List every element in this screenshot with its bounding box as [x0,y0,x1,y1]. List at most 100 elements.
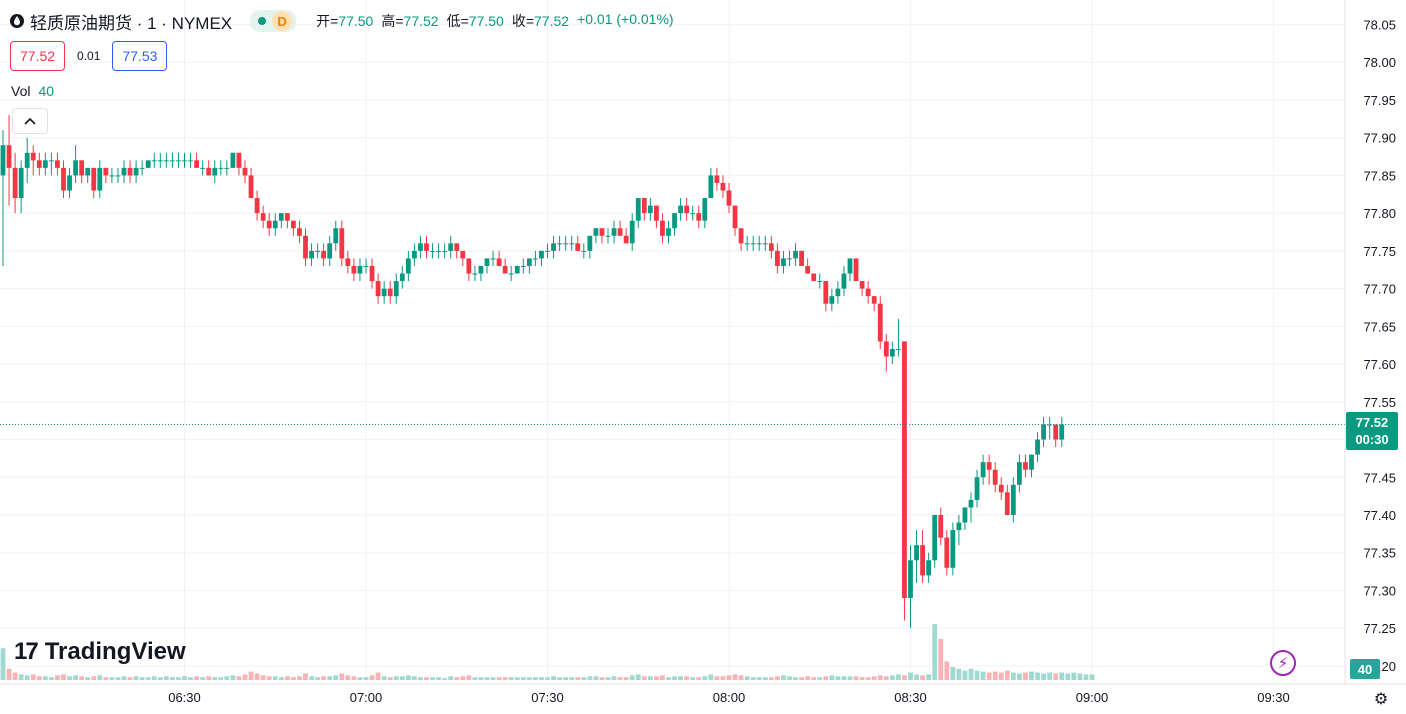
candle [272,213,278,236]
volume-bar [0,648,6,680]
candle [799,250,804,266]
candle [962,507,968,531]
candle [533,250,538,266]
candle [176,152,181,168]
delayed-badge: D [272,11,293,31]
volume-bar [629,675,635,680]
candle [635,198,641,229]
collapse-legend-button[interactable] [12,108,48,134]
buy-price-button[interactable]: 77.53 [112,41,168,71]
volume-bar [375,672,381,680]
candle [333,220,339,251]
volume-bar [430,677,435,680]
candle-body [962,507,968,523]
symbol-title[interactable]: 轻质原油期货 · 1 · NYMEX [30,13,233,33]
sell-price-button[interactable]: 77.52 [10,41,66,71]
candle-body [539,250,544,259]
volume-bar [315,677,320,680]
market-status[interactable]: D [250,10,297,32]
candle [702,198,708,229]
candle [526,258,532,274]
volume-bar [962,670,968,680]
candle [466,258,472,282]
candle-body [224,167,230,169]
volume-bar [49,677,54,680]
candle-body [841,273,847,289]
candle-body [194,160,199,168]
volume-bar [823,676,829,680]
lightning-icon[interactable]: ⚡ [1270,650,1296,676]
candle [902,341,907,621]
volume-bar [79,676,85,680]
gear-icon[interactable]: ⚙ [1373,691,1389,708]
volume-bar [472,677,478,680]
volume-bar [284,676,290,680]
candle [1010,477,1016,523]
candle-body [654,205,659,221]
candle-body [750,243,756,245]
volume-bar [744,676,750,680]
volume-bar [91,676,97,680]
volume-bar [526,677,532,680]
price-tick-label: 77.25 [1363,621,1396,636]
candle [18,160,24,214]
volume-bar [768,677,774,680]
candle-body [430,250,435,252]
candle-body [805,265,811,274]
volume-bar [176,677,181,680]
tradingview-logo[interactable]: 17 TradingView [14,638,186,666]
price-tick-label: 78.00 [1363,55,1396,70]
candle [781,250,786,274]
candle-body [702,198,708,221]
candle-body [514,265,520,274]
price-tick-label: 77.60 [1363,357,1396,372]
price-tick-label: 77.75 [1363,244,1396,259]
volume-bar [775,676,780,680]
candle [750,235,756,251]
candle-body [12,167,18,199]
candle [865,281,871,304]
candle-body [67,175,72,191]
high-value: 77.52 [403,13,439,29]
candle [103,167,109,183]
candle [157,152,163,168]
candle-body [170,160,175,162]
volume-bar [478,677,484,680]
candle [321,243,327,266]
candle [811,273,817,282]
candle [841,265,847,297]
ohlc-values: 开=77.50 高=77.52 低=77.50 收=77.52 +0.01 (+… [316,11,674,29]
candle-body [593,228,599,236]
price-axis[interactable]: 78.05 78.00 77.95 77.90 77.85 77.80 77.75 77.70… [1344,0,1396,684]
volume-legend[interactable]: Vol 40 [11,83,54,99]
candle-body [127,167,133,176]
candle [835,281,841,304]
time-axis[interactable]: 06:30 07:00 07:30 08:00 08:30 09:00 09:30 [0,683,1406,705]
volume-bar [829,675,835,680]
candle [91,167,97,199]
volume-bar [357,677,363,680]
volume-bar [387,677,393,680]
volume-scale-label: 40 [1350,659,1380,679]
open-value: 77.50 [338,13,374,29]
candle [327,235,333,266]
candle-body [672,213,677,229]
candle-body [865,288,871,297]
candle [1053,424,1059,448]
candle [1004,484,1010,515]
volume-bar [170,677,175,680]
candle-body [454,243,460,251]
volume-bar [73,675,78,680]
candle-body [1059,424,1065,440]
candle-body [908,560,913,598]
candle-body [49,160,54,162]
volume-bar [896,674,901,680]
volume-bar [641,676,647,680]
candle [24,137,30,183]
candle [375,273,381,304]
candle-body [188,160,193,162]
candle-body [859,281,865,289]
candle-body [151,160,157,162]
candle-body [1029,454,1034,470]
